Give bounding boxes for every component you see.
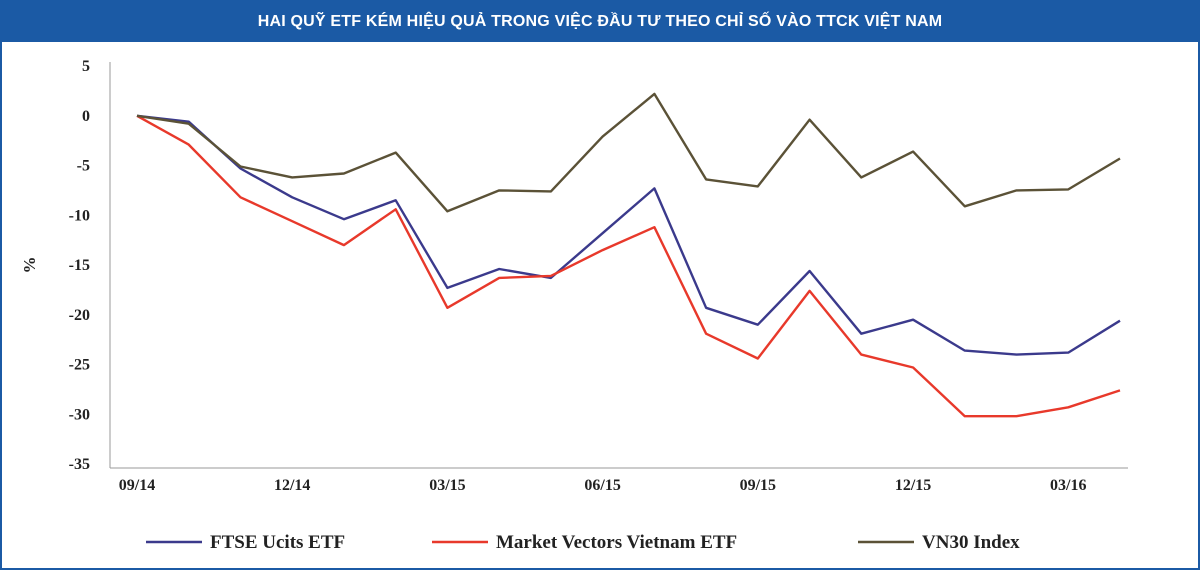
y-tick-label: -35: [69, 456, 90, 473]
x-tick-label: 12/15: [895, 477, 931, 494]
y-tick-labels: 5 0 -5 -10 -15 -20 -25 -30 -35: [69, 58, 90, 473]
y-tick-label: 5: [82, 58, 90, 75]
y-tick-label: -25: [69, 357, 90, 374]
y-tick-label: -15: [69, 257, 90, 274]
x-tick-label: 03/16: [1050, 477, 1086, 494]
x-tick-label: 12/14: [274, 477, 310, 494]
x-tick-label: 06/15: [584, 477, 620, 494]
legend: FTSE Ucits ETF Market Vectors Vietnam ETF…: [146, 532, 1020, 553]
x-tick-label: 03/15: [429, 477, 465, 494]
y-tick-label: -30: [69, 406, 90, 423]
title-bar: HAI QUỸ ETF KÉM HIỆU QUẢ TRONG VIỆC ĐẦU …: [2, 2, 1198, 42]
series-line-1: [136, 114, 1121, 356]
axes: [109, 62, 1128, 469]
y-axis-label: %: [20, 257, 39, 274]
chart-title: HAI QUỸ ETF KÉM HIỆU QUẢ TRONG VIỆC ĐẦU …: [257, 13, 943, 30]
y-tick-label: -5: [77, 158, 90, 175]
series-line-2: [136, 114, 1121, 418]
y-tick-label: -10: [69, 207, 90, 224]
y-tick-label: 0: [82, 108, 90, 125]
x-tick-label: 09/14: [119, 477, 155, 494]
series-lines: [136, 92, 1121, 418]
legend-label: Market Vectors Vietnam ETF: [496, 532, 737, 553]
y-tick-label: -20: [69, 307, 90, 324]
x-tick-label: 09/15: [740, 477, 776, 494]
x-tick-labels: 09/14 12/14 03/15 06/15 09/15 12/15 03/16: [119, 477, 1087, 494]
series-line-3: [136, 92, 1121, 213]
legend-label: FTSE Ucits ETF: [210, 532, 345, 553]
legend-label: VN30 Index: [922, 532, 1020, 553]
